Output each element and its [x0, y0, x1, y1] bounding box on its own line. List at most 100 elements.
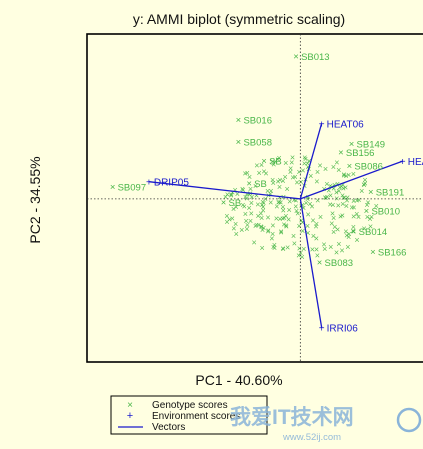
genotype-cluster-marker: × — [286, 205, 291, 215]
genotype-label: SB013 — [301, 52, 330, 63]
genotype-cluster-marker: × — [299, 252, 304, 262]
genotype-cluster-marker: × — [354, 209, 359, 219]
genotype-cluster-marker: × — [345, 242, 350, 252]
genotype-cluster-marker: × — [323, 164, 328, 174]
genotype-cluster-marker: × — [228, 191, 233, 201]
genotype-marker: × — [349, 139, 355, 150]
genotype-cluster-marker: × — [270, 229, 275, 239]
genotype-cluster-marker: × — [336, 200, 341, 210]
genotype-cluster-marker: × — [311, 231, 316, 241]
genotype-cluster-marker: × — [249, 192, 254, 202]
genotype-cluster-marker: × — [261, 167, 266, 177]
genotype-cluster-marker: × — [248, 216, 253, 226]
genotype-cluster-marker: × — [245, 220, 250, 230]
genotype-cluster-marker: × — [260, 202, 265, 212]
genotype-label: SB166 — [378, 248, 407, 259]
genotype-marker: × — [236, 137, 242, 148]
watermark-text: 我爱IT技术网 — [230, 406, 354, 429]
genotype-cluster-marker: × — [254, 161, 259, 171]
genotype-cluster-marker: × — [298, 177, 303, 187]
genotype-cluster-marker: × — [289, 158, 294, 168]
genotype-cluster-marker: × — [275, 177, 280, 187]
genotype-cluster-marker: × — [310, 216, 315, 226]
genotype-cluster-marker: × — [263, 194, 268, 204]
genotype-cluster-marker: × — [242, 202, 247, 212]
genotype-cluster-marker: × — [334, 187, 339, 197]
genotype-cluster-marker: × — [234, 229, 239, 239]
genotype-cluster-marker: × — [259, 200, 264, 210]
genotype-cluster-marker: × — [254, 191, 259, 201]
genotype-cluster-marker: × — [332, 222, 337, 232]
genotype-cluster-marker: × — [334, 247, 339, 257]
genotype-cluster-marker: × — [322, 244, 327, 254]
genotype-cluster-marker: × — [270, 220, 275, 230]
genotype-cluster-marker: × — [283, 172, 288, 182]
genotype-cluster-marker: × — [331, 183, 336, 193]
genotype-cluster-marker: × — [245, 168, 250, 178]
genotype-cluster-marker: × — [280, 214, 285, 224]
genotype-cluster-marker: × — [343, 171, 348, 181]
genotype-label: SB058 — [243, 138, 272, 149]
genotype-cluster-marker: × — [240, 184, 245, 194]
genotype-cluster-marker: × — [266, 225, 271, 235]
genotype-cluster-marker: × — [351, 222, 356, 232]
genotype-cluster-marker: × — [294, 206, 299, 216]
genotype-cluster-marker: × — [282, 213, 287, 223]
genotype-cluster-marker: × — [235, 189, 240, 199]
genotype-cluster-marker: × — [322, 192, 327, 202]
genotype-cluster-marker: × — [290, 172, 295, 182]
environment-vector — [300, 160, 403, 200]
genotype-cluster-marker: × — [328, 242, 333, 252]
genotype-cluster-marker: × — [331, 162, 336, 172]
genotype-cluster-marker: × — [291, 231, 296, 241]
genotype-marker: × — [351, 226, 357, 237]
genotype-cluster-marker: × — [280, 202, 285, 212]
genotype-cluster-marker: × — [281, 244, 286, 254]
genotype-cluster-marker: × — [249, 198, 254, 208]
genotype-cluster-marker: × — [293, 172, 298, 182]
legend-genotype-label: Genotype scores — [152, 400, 228, 411]
genotype-cluster-marker: × — [258, 221, 263, 231]
genotype-cluster-marker: × — [342, 192, 347, 202]
genotype-cluster-marker: × — [270, 157, 275, 167]
genotype-marker: × — [368, 187, 374, 198]
genotype-cluster-marker: × — [271, 178, 276, 188]
genotype-cluster-marker: × — [310, 245, 315, 255]
genotype-cluster-marker: × — [346, 170, 351, 180]
genotype-cluster-marker: × — [332, 180, 337, 190]
genotype-cluster-marker: × — [248, 184, 253, 194]
genotype-cluster-marker: × — [314, 219, 319, 229]
genotype-cluster-marker: × — [268, 198, 273, 208]
genotype-cluster-marker: × — [277, 153, 282, 163]
genotype-cluster-marker: × — [341, 184, 346, 194]
genotype-cluster-marker: × — [283, 211, 288, 221]
environment-points: +HEAT06+HEAT05+DRIP05+IRRI06 — [146, 119, 423, 334]
genotype-cluster-marker: × — [309, 202, 314, 212]
genotype-cluster-marker: × — [277, 175, 282, 185]
genotype-cluster-marker: × — [243, 209, 248, 219]
genotype-cluster-marker: × — [323, 193, 328, 203]
genotype-cluster-marker: × — [314, 234, 319, 244]
genotype-cluster-marker: × — [351, 169, 356, 179]
genotype-cluster-marker: × — [350, 226, 355, 236]
genotype-cluster-marker: × — [322, 184, 327, 194]
genotype-cluster-marker: × — [356, 212, 361, 222]
watermark-logo-icon — [396, 407, 422, 433]
genotype-cluster-marker: × — [224, 211, 229, 221]
genotype-cluster-marker: × — [240, 185, 245, 195]
genotype-cluster-marker: × — [281, 219, 286, 229]
genotype-cluster-marker: × — [351, 202, 356, 212]
genotype-cluster-marker: × — [287, 197, 292, 207]
genotype-cluster-marker: × — [256, 168, 261, 178]
genotype-cluster-marker: × — [253, 181, 258, 191]
genotype-cluster-marker: × — [279, 227, 284, 237]
genotype-cluster-marker: × — [259, 213, 264, 223]
genotype-cluster-marker: × — [295, 208, 300, 218]
genotype-points: × SB013× SB016× SB058 × SB149× SB156× SB086× SB0… — [110, 51, 407, 269]
genotype-marker: × — [364, 206, 370, 217]
genotype-cluster-marker: × — [363, 179, 368, 189]
genotype-cluster-marker: × — [340, 199, 345, 209]
legend-box — [110, 395, 268, 435]
genotype-cluster-marker: × — [269, 233, 274, 243]
